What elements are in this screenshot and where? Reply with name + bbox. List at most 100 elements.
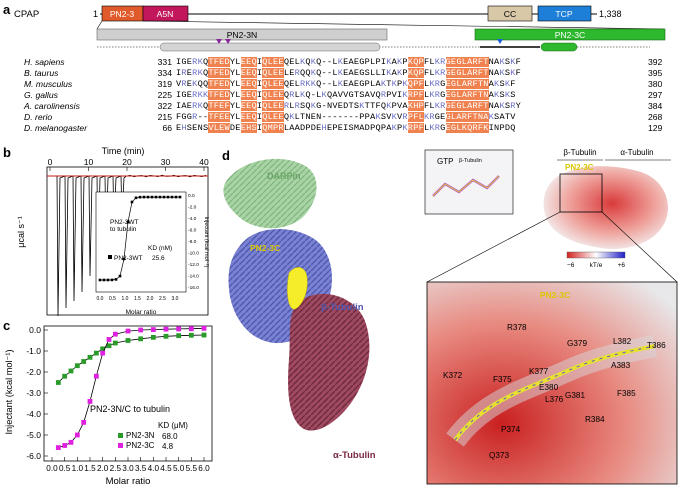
c-y-tick: -6.0	[26, 451, 41, 461]
residue: K	[483, 123, 489, 133]
beta-label-d: β-Tubulin	[321, 302, 364, 313]
residue: Q	[375, 90, 381, 100]
c-ylabel: Injectant (kcal mol⁻¹)	[4, 349, 14, 434]
residue-label: P374	[501, 425, 521, 434]
c-y-tick: -3.0	[26, 388, 41, 398]
residue: L	[332, 57, 338, 67]
residue: P	[370, 123, 376, 133]
residue: T	[208, 79, 214, 89]
c-legend-c: PN2-3C	[126, 441, 155, 450]
residue: R	[181, 79, 187, 89]
residue-label: R384	[585, 415, 605, 424]
residue: Q	[316, 57, 322, 67]
residue: L	[235, 112, 241, 122]
residue: D	[229, 123, 236, 133]
itc-panel-b: Time (min) 0 10 20 30 40 μcal s⁻¹ PN2-3WT to…	[16, 146, 209, 317]
time-tick: 40	[199, 157, 209, 167]
residue: I	[176, 101, 182, 111]
residue: P	[386, 90, 392, 100]
residue-label: L382	[613, 337, 632, 346]
residue: Q	[305, 90, 311, 100]
residue: R	[467, 90, 473, 100]
residue: N	[494, 123, 500, 133]
c-data-point	[62, 373, 68, 379]
c-data-point	[100, 350, 106, 356]
b-series-label: PN2-3WT	[114, 255, 143, 262]
residue: K	[429, 123, 435, 133]
residue: P	[413, 123, 419, 133]
residue: P	[413, 79, 419, 89]
residue: E	[445, 90, 451, 100]
residue: E	[186, 57, 193, 67]
residue: G	[445, 112, 451, 122]
residue: G	[456, 101, 462, 111]
residue: V	[397, 112, 403, 122]
residue: T	[348, 101, 354, 111]
c-data-point	[125, 338, 131, 343]
residue: I	[256, 57, 263, 67]
c-x-tick: 4.5	[160, 464, 172, 473]
residue: -	[326, 79, 333, 89]
domain-pn2-3-label: PN2-3	[110, 9, 135, 19]
residue: E	[273, 101, 279, 111]
inset-x-tick: 2.5	[159, 296, 166, 302]
panel-c-label: c	[3, 318, 11, 333]
residue: T	[299, 112, 306, 122]
residue: E	[278, 90, 284, 100]
b-inset-ylabel: Injectant (kcal mol⁻¹)	[203, 217, 209, 268]
residue: A	[467, 68, 473, 78]
alpha-label-d: α-Tubulin	[333, 450, 376, 461]
inset-y-tick: -10.0	[188, 251, 199, 257]
residue: Q	[467, 123, 473, 133]
c-data-point	[112, 331, 118, 337]
residue: G	[316, 101, 322, 111]
c-y-tick: 0.0	[29, 325, 41, 335]
domain-tcp	[537, 5, 592, 22]
residue: E	[289, 57, 295, 67]
residue: N	[488, 101, 495, 111]
end-number: 129	[648, 123, 663, 133]
residue: A	[181, 101, 187, 111]
residue: P	[364, 79, 371, 89]
residue: I	[256, 112, 263, 122]
residue: K	[407, 101, 414, 111]
residue: F	[418, 123, 424, 133]
residue: T	[353, 90, 360, 100]
residue: P	[402, 68, 408, 78]
inset-point	[118, 274, 122, 278]
residue: L	[283, 68, 290, 78]
residue: Q	[262, 90, 268, 100]
inset-y-tick: -4.0	[188, 216, 197, 222]
residue: K	[434, 57, 441, 67]
residue: K	[375, 112, 381, 122]
residue: E	[246, 101, 252, 111]
residue: K	[510, 68, 516, 78]
residue: -	[321, 68, 327, 78]
marker-triangle	[216, 39, 222, 44]
residue: S	[202, 123, 209, 133]
c-data-point	[201, 332, 207, 338]
residue: L	[370, 57, 376, 67]
residue: I	[256, 68, 263, 78]
start-number: 331	[157, 57, 172, 67]
residue: S	[299, 101, 306, 111]
residue: K	[299, 90, 306, 100]
residue: L	[456, 79, 462, 89]
residue: E	[219, 123, 225, 133]
helix-n	[159, 42, 381, 52]
residue: T	[504, 112, 511, 122]
residue: E	[186, 68, 193, 78]
c-data-point	[188, 326, 194, 332]
residue: L	[294, 57, 300, 67]
residue: T	[208, 101, 214, 111]
residue: K	[310, 79, 317, 89]
sequence: IGERKKTFEDYLEEQIQLEEQRLKQ-LKQAVVGTSAVQRP…	[176, 90, 516, 100]
residue: K	[391, 112, 398, 122]
inset-point	[122, 257, 126, 261]
inset-x-tick: 3.0	[172, 296, 179, 302]
residue: Q	[251, 79, 257, 89]
residue: Q	[375, 123, 381, 133]
residue: Q	[202, 57, 209, 67]
inset-point	[126, 220, 130, 224]
c-data-point	[74, 432, 80, 438]
